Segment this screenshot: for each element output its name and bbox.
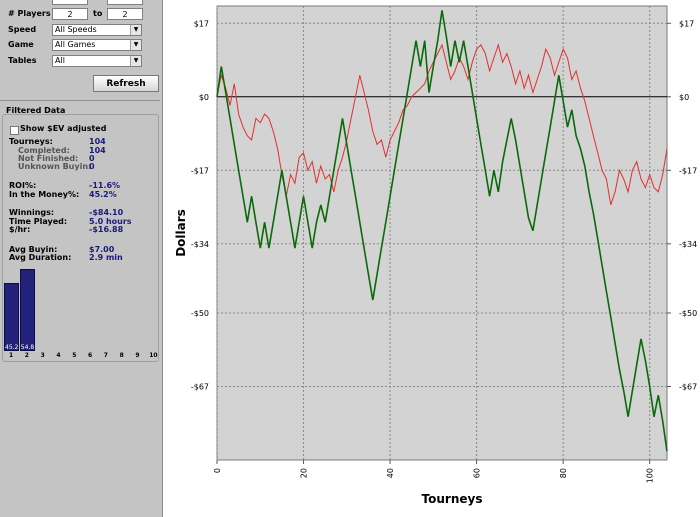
speed-select[interactable]: All Speeds ▼	[52, 24, 142, 36]
y-tick-label-right: $17	[679, 19, 694, 28]
stat-label: Avg Buyin:	[9, 245, 58, 254]
y-tick-label-left: -$67	[191, 382, 209, 391]
stat-value: 5.0 hours	[89, 217, 132, 226]
game-row: Game All Games ▼	[0, 38, 160, 52]
y-tick-label-left: -$50	[191, 309, 209, 318]
stat-value: 0	[89, 154, 95, 163]
stat-label: Completed:	[18, 146, 70, 155]
y-tick-label-right: -$17	[679, 166, 697, 175]
y-tick-label-left: $17	[194, 19, 209, 28]
finish-bar	[19, 269, 35, 351]
finish-bar	[4, 283, 19, 351]
stat-label: ROI%:	[9, 181, 37, 190]
finish-bar-label: 54.8	[20, 344, 35, 351]
stat-label: $/hr:	[9, 225, 31, 234]
series-line-green-0	[216, 10, 668, 452]
players-label: # Players	[8, 9, 51, 18]
finish-position-label: 5	[72, 352, 77, 359]
x-tick-label: 60	[473, 468, 482, 478]
finish-position-label: 7	[103, 352, 108, 359]
tables-row: Tables All ▼	[0, 54, 160, 68]
stat-label: Tourneys:	[9, 137, 53, 146]
stat-label: Winnings:	[9, 208, 55, 217]
speed-select-value: All Speeds	[55, 25, 97, 34]
stat-label: Time Played:	[9, 217, 68, 226]
stat-value: -$84.10	[89, 208, 124, 217]
finish-position-label: 2	[24, 352, 29, 359]
refresh-button[interactable]: Refresh	[93, 75, 159, 92]
finish-position-label: 1	[9, 352, 14, 359]
separator	[0, 100, 160, 101]
chevron-down-icon[interactable]: ▼	[130, 25, 141, 35]
tables-select-value: All	[55, 56, 65, 65]
plot-area	[216, 5, 668, 461]
tables-label: Tables	[8, 56, 37, 65]
stat-value: 2.9 min	[89, 253, 123, 262]
stat-label: Unknown Buyin:	[18, 162, 92, 171]
stat-value: -$16.88	[89, 225, 124, 234]
players-from-input[interactable]: 2	[52, 8, 88, 20]
series-line-red-1	[216, 43, 668, 206]
x-tick-label: 20	[300, 468, 309, 478]
stat-value: $7.00	[89, 245, 115, 254]
game-select-value: All Games	[55, 40, 96, 49]
players-to-input[interactable]: 2	[107, 8, 143, 20]
stat-value: 0	[89, 162, 95, 171]
stat-label: Not Finished:	[18, 154, 79, 163]
finish-position-label: 9	[135, 352, 140, 359]
y-tick-label-right: $0	[679, 93, 689, 102]
stat-value: 45.2%	[89, 190, 117, 199]
finish-bar-label: 45.2	[5, 344, 19, 351]
y-tick-label-left: -$17	[191, 166, 209, 175]
game-select[interactable]: All Games ▼	[52, 39, 142, 51]
finish-position-label: 8	[119, 352, 124, 359]
chevron-down-icon[interactable]: ▼	[130, 56, 141, 66]
stat-value: 104	[89, 146, 106, 155]
ev-adjusted-label: Show $EV adjusted	[20, 124, 107, 133]
finish-position-label: 4	[56, 352, 61, 359]
game-label: Game	[8, 40, 34, 49]
filter-panel: # Players 2 to 2 Speed All Speeds ▼ Game…	[0, 0, 163, 517]
x-tick-label: 0	[213, 468, 222, 473]
chevron-down-icon[interactable]: ▼	[130, 40, 141, 50]
x-axis-title: Tourneys	[422, 492, 483, 506]
tables-select[interactable]: All ▼	[52, 55, 142, 67]
finish-position-label: 10	[149, 352, 158, 359]
filtered-data-title: Filtered Data	[6, 106, 66, 115]
stat-value: 104	[89, 137, 106, 146]
x-tick-label: 40	[386, 468, 395, 478]
buyin-input-cut-2[interactable]	[107, 0, 143, 5]
speed-row: Speed All Speeds ▼	[0, 23, 160, 37]
y-tick-label-right: -$67	[679, 382, 697, 391]
buyin-input-cut[interactable]	[52, 0, 88, 5]
to-label: to	[93, 9, 103, 18]
y-tick-label-right: -$50	[679, 309, 697, 318]
profit-chart: $17 $17 $0 $0 -$17 -$17 -$34 -$34 -$50 -$50 -$67 -$…	[174, 5, 697, 506]
x-tick-label: 100	[646, 468, 655, 483]
players-row: # Players 2 to 2	[0, 7, 160, 21]
stat-value: -11.6%	[89, 181, 121, 190]
y-tick-label-right: -$34	[679, 240, 697, 249]
y-tick-label-left: $0	[199, 93, 209, 102]
speed-label: Speed	[8, 25, 37, 34]
x-tick-label: 80	[559, 468, 568, 478]
ev-adjusted-checkbox[interactable]	[10, 126, 19, 135]
finish-position-label: 3	[40, 352, 45, 359]
filtered-data-box	[2, 114, 159, 362]
y-axis-title: Dollars	[174, 209, 188, 257]
stat-label: In the Money%:	[9, 190, 80, 199]
finish-position-label: 6	[88, 352, 93, 359]
y-tick-label-left: -$34	[191, 240, 209, 249]
stat-label: Avg Duration:	[9, 253, 72, 262]
